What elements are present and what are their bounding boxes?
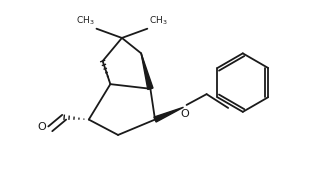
Text: O: O (38, 122, 46, 132)
Polygon shape (141, 53, 153, 89)
Text: CH$_3$: CH$_3$ (149, 15, 167, 27)
Text: O: O (181, 109, 189, 119)
Text: CH$_3$: CH$_3$ (76, 15, 95, 27)
Polygon shape (154, 107, 184, 122)
